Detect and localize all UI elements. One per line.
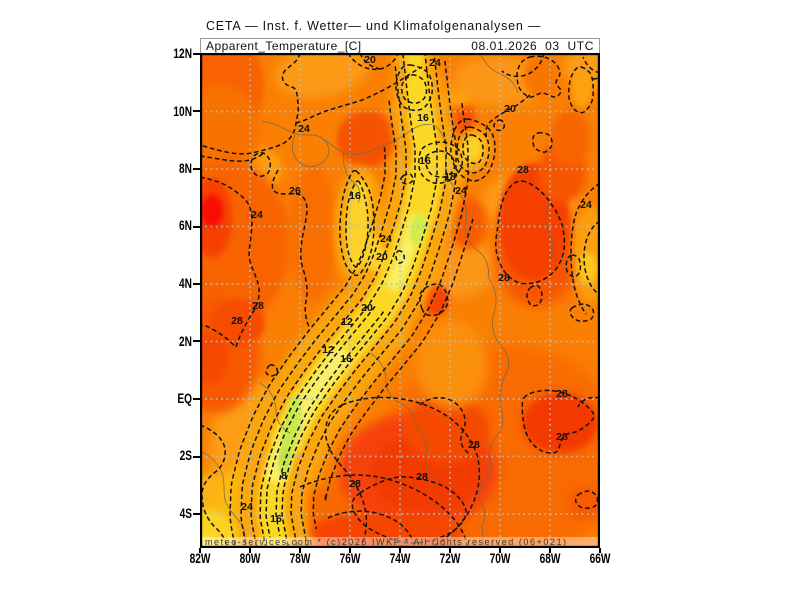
svg-text:8: 8 [281,470,287,482]
svg-text:12: 12 [322,344,334,356]
svg-text:24: 24 [580,199,592,211]
svg-text:20: 20 [361,302,373,314]
svg-text:16: 16 [340,353,352,365]
svg-text:24: 24 [455,185,467,197]
svg-text:26: 26 [289,185,301,197]
svg-text:28: 28 [468,439,480,451]
svg-text:16: 16 [417,112,429,124]
svg-text:24: 24 [429,57,441,69]
svg-text:28: 28 [416,471,428,483]
svg-text:16: 16 [349,190,361,202]
svg-text:20: 20 [364,54,376,66]
svg-text:18: 18 [444,171,456,183]
svg-text:20: 20 [504,103,516,115]
svg-text:16: 16 [270,513,282,525]
svg-text:meteo-services.com * (c)2026 I: meteo-services.com * (c)2026 IWKF * All … [205,537,568,547]
svg-text:28: 28 [252,300,264,312]
svg-text:24: 24 [251,209,263,221]
svg-text:24: 24 [241,501,253,513]
svg-text:28: 28 [556,388,568,400]
svg-text:20: 20 [376,251,388,263]
svg-text:24: 24 [380,233,392,245]
svg-text:28: 28 [231,315,243,327]
svg-text:28: 28 [498,272,510,284]
svg-text:16: 16 [419,155,431,167]
svg-text:28: 28 [556,431,568,443]
svg-text:12: 12 [341,316,353,328]
svg-text:28: 28 [517,164,529,176]
svg-text:28: 28 [349,478,361,490]
svg-text:24: 24 [298,123,310,135]
